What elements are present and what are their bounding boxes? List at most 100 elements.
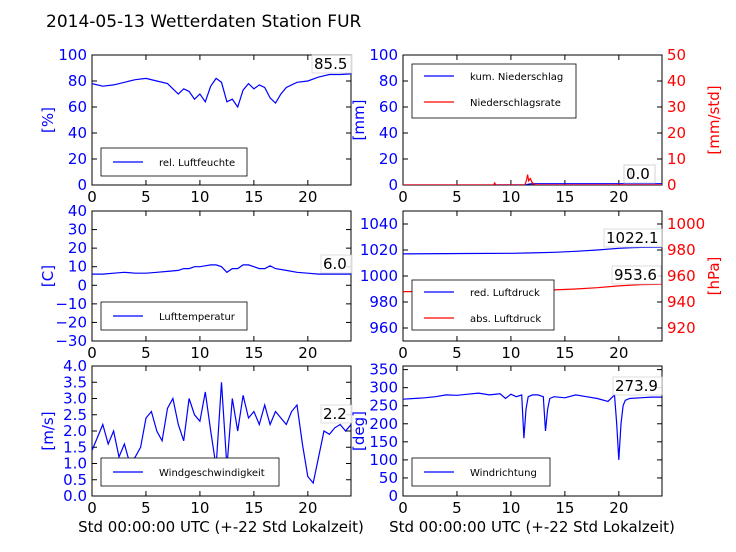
y-right-tick-label: 30 <box>667 98 686 116</box>
x-tick-label: 10 <box>190 188 209 206</box>
x-axis-label-right: Std 00:00:00 UTC (+-22 Std Lokalzeit) <box>389 518 675 536</box>
y-tick-label: 80 <box>68 72 87 90</box>
y-axis-label: [deg] <box>350 411 368 451</box>
y-tick-label: 60 <box>379 98 398 116</box>
y-tick-label: 350 <box>369 361 398 379</box>
y-tick-label: 60 <box>68 98 87 116</box>
x-tick-label: 5 <box>141 344 151 362</box>
legend-entry-label: Windrichtung <box>470 468 537 479</box>
x-tick-label: 0 <box>87 188 97 206</box>
y-axis-label: [m/s] <box>39 411 57 450</box>
y-axis-label-right: [hPa] <box>705 257 723 296</box>
legend-entry-label: abs. Luftdruck <box>470 314 541 325</box>
y-tick-label: 300 <box>369 379 398 397</box>
y-tick-label: 80 <box>379 72 398 90</box>
legend-entry-label: red. Luftdruck <box>470 288 540 299</box>
y-right-tick-label: 0 <box>667 176 677 194</box>
y-tick-label: −20 <box>55 313 87 331</box>
y-tick-label: 150 <box>369 433 398 451</box>
legend: Windrichtung <box>411 457 551 487</box>
panel-5: 0 5 10 15 20 0.00.51.01.52.02.53.03.54.0 [m/s]… <box>39 357 353 517</box>
y-tick-label: 980 <box>369 293 398 311</box>
panel-6: 0 5 10 15 20050100150200250300350[deg]Windri… <box>350 361 663 517</box>
x-tick-label: 20 <box>609 499 628 517</box>
y-tick-label: 40 <box>379 124 398 142</box>
legend-entry-label: Windgeschwindigkeit <box>159 468 265 479</box>
y-tick-label: 100 <box>369 46 398 64</box>
y-tick-label: −30 <box>55 332 87 350</box>
y-tick-label: 1000 <box>360 267 398 285</box>
y-right-tick-label: 50 <box>667 46 686 64</box>
y-tick-label: 0 <box>388 176 398 194</box>
y-tick-label: 3.5 <box>63 373 87 391</box>
y-tick-label: 1020 <box>360 241 398 259</box>
x-tick-label: 15 <box>555 499 574 517</box>
panel-1: 0 5 10 15 20 0 20 40 60 80 100 [%] rel. Luftfeuchte 8… <box>39 46 353 206</box>
y-tick-label: 0 <box>388 487 398 505</box>
y-tick-label: 1.5 <box>63 438 87 456</box>
panel-2: 0 5 10 15 20 0 20 40 60 80 100 0 10 20 30 40 50 [mm] [mm/s… <box>350 46 723 206</box>
x-tick-label: 5 <box>452 188 462 206</box>
legend-entry-label: rel. Luftfeuchte <box>159 158 235 169</box>
series-line-1 <box>92 73 351 109</box>
legend: Lufttemperatur <box>100 301 248 331</box>
current-value-box <box>612 376 663 396</box>
current-value-label: 6.0 <box>323 255 347 273</box>
x-tick-label: 15 <box>244 188 263 206</box>
y-tick-label: 0.5 <box>63 471 87 489</box>
x-tick-label: 15 <box>555 188 574 206</box>
x-tick-label: 20 <box>298 188 317 206</box>
y-right-tick-label: 1000 <box>667 215 705 233</box>
current-value-box <box>320 254 353 274</box>
y-tick-label: 40 <box>68 124 87 142</box>
current-value-label: 953.6 <box>614 266 657 284</box>
x-tick-label: 15 <box>244 499 263 517</box>
current-value-box <box>603 228 663 248</box>
current-value-label: 273.9 <box>615 377 658 395</box>
x-tick-label: 20 <box>609 344 628 362</box>
y-right-tick-label: 980 <box>667 241 696 259</box>
y-tick-label: −10 <box>55 295 87 313</box>
legend: kum. Niederschlag Niederschlagsrate <box>411 63 577 119</box>
x-tick-label: 0 <box>398 499 408 517</box>
x-tick-label: 10 <box>501 499 520 517</box>
legend: rel. Luftfeuchte <box>100 147 248 177</box>
y-axis-label: [mm] <box>350 100 368 141</box>
y-tick-label: 4.0 <box>63 357 87 375</box>
current-value-label: 1022.1 <box>606 229 659 247</box>
y-tick-label: 10 <box>68 258 87 276</box>
x-tick-label: 10 <box>501 188 520 206</box>
series-line-1 <box>92 382 351 485</box>
legend-entry-label: Lufttemperatur <box>159 312 236 323</box>
series-line-1 <box>403 392 662 460</box>
y-tick-label: 100 <box>369 451 398 469</box>
x-tick-label: 15 <box>244 344 263 362</box>
current-value-box <box>320 404 353 424</box>
y-right-tick-label: 960 <box>667 267 696 285</box>
y-tick-label: 200 <box>369 415 398 433</box>
y-tick-label: 2.5 <box>63 406 87 424</box>
legend-box <box>411 279 555 331</box>
legend-box <box>100 147 248 177</box>
x-tick-label: 10 <box>190 344 209 362</box>
y-tick-label: 960 <box>369 319 398 337</box>
y-tick-label: 40 <box>68 202 87 220</box>
x-tick-label: 10 <box>190 499 209 517</box>
y-tick-label: 1040 <box>360 215 398 233</box>
x-axis-label-left: Std 00:00:00 UTC (+-22 Std Lokalzeit) <box>78 518 364 536</box>
legend-entry-label: kum. Niederschlag <box>470 72 563 83</box>
series-line-1 <box>92 264 351 275</box>
legend-box <box>411 63 577 119</box>
x-tick-label: 20 <box>298 499 317 517</box>
x-tick-label: 0 <box>87 499 97 517</box>
y-tick-label: 0.0 <box>63 487 87 505</box>
x-tick-label: 5 <box>452 344 462 362</box>
legend: Windgeschwindigkeit <box>100 457 280 487</box>
x-tick-label: 20 <box>609 188 628 206</box>
series-line-2 <box>403 174 662 185</box>
y-right-tick-label: 10 <box>667 150 686 168</box>
y-tick-label: 30 <box>68 221 87 239</box>
y-tick-label: 250 <box>369 397 398 415</box>
